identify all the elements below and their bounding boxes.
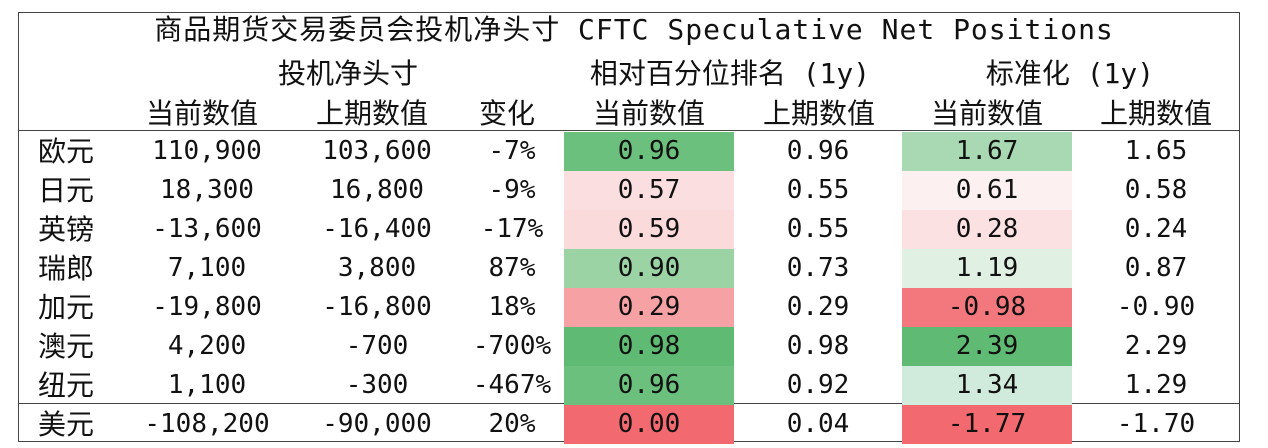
cell-pct-prev: 0.29 — [786, 292, 850, 322]
table-row: 日元 18,300 16,800 -9% 0.57 0.55 0.61 0.58 — [18, 171, 1240, 210]
cell-net-cur: 18,300 — [160, 175, 254, 205]
cell-z-prev: 0.24 — [1124, 214, 1188, 244]
cell-name: 英镑 — [38, 213, 95, 246]
cell-change: -7% — [488, 136, 536, 166]
cell-z-cur: 0.28 — [902, 210, 1072, 249]
cell-net-cur: 4,200 — [167, 331, 247, 361]
table-row: 欧元 110,900 103,600 -7% 0.96 0.96 1.67 1.65 — [18, 132, 1240, 171]
cell-pct-prev: 0.98 — [786, 331, 850, 361]
header-net-current: 当前数值 — [145, 97, 258, 130]
cell-z-prev: -0.90 — [1116, 292, 1196, 322]
table-row: 瑞郎 7,100 3,800 87% 0.90 0.73 1.19 0.87 — [18, 249, 1240, 288]
cell-pct-cur: 0.96 — [564, 366, 734, 405]
cell-z-cur: 0.61 — [902, 171, 1072, 210]
cell-z-cur: 2.39 — [902, 327, 1072, 366]
table-row: 美元 -108,200 -90,000 20% 0.00 0.04 -1.77 -1.70 — [18, 405, 1240, 444]
cell-name: 日元 — [38, 174, 95, 207]
header-z-current: 当前数值 — [930, 97, 1043, 130]
header-net-previous: 上期数值 — [315, 97, 428, 130]
cell-z-cur: 1.67 — [902, 132, 1072, 171]
header-change: 变化 — [478, 97, 535, 130]
cell-pct-prev: 0.04 — [786, 409, 850, 439]
cell-change: 18% — [488, 292, 536, 322]
table-row: 纽元 1,100 -300 -467% 0.96 0.92 1.34 1.29 — [18, 366, 1240, 405]
cell-net-cur: 1,100 — [167, 370, 247, 400]
cell-z-prev: -1.70 — [1116, 409, 1196, 439]
cell-change: -467% — [472, 370, 552, 400]
cell-pct-cur: 0.90 — [564, 249, 734, 288]
cell-pct-prev: 0.73 — [786, 253, 850, 283]
cell-net-prev: -700 — [345, 331, 409, 361]
header-divider — [18, 130, 1240, 131]
cell-net-prev: 103,600 — [322, 136, 432, 166]
cell-z-cur: -0.98 — [902, 288, 1072, 327]
cell-change: -9% — [488, 175, 536, 205]
cell-net-prev: 3,800 — [337, 253, 417, 283]
table-row: 澳元 4,200 -700 -700% 0.98 0.98 2.39 2.29 — [18, 327, 1240, 366]
header-pct-previous: 上期数值 — [762, 97, 875, 130]
cell-z-prev: 2.29 — [1124, 331, 1188, 361]
cell-name: 美元 — [38, 408, 95, 441]
cell-pct-cur: 0.57 — [564, 171, 734, 210]
cell-change: 87% — [488, 253, 536, 283]
cell-pct-prev: 0.92 — [786, 370, 850, 400]
group-header-percentile: 相对百分位排名 (1y) — [589, 57, 871, 90]
cell-pct-prev: 0.96 — [786, 136, 850, 166]
cell-z-prev: 0.87 — [1124, 253, 1188, 283]
cell-name: 瑞郎 — [38, 252, 95, 285]
cell-pct-cur: 0.29 — [564, 288, 734, 327]
cell-z-prev: 1.65 — [1124, 136, 1188, 166]
cell-net-prev: 16,800 — [330, 175, 424, 205]
cell-z-prev: 0.58 — [1124, 175, 1188, 205]
cell-z-cur: 1.34 — [902, 366, 1072, 405]
cell-net-cur: 110,900 — [152, 136, 262, 166]
cell-name: 纽元 — [38, 369, 95, 402]
header-pct-current: 当前数值 — [592, 97, 705, 130]
cell-name: 加元 — [38, 291, 95, 324]
cell-z-cur: 1.19 — [902, 249, 1072, 288]
cell-change: -700% — [472, 331, 552, 361]
group-header-net: 投机净头寸 — [277, 57, 418, 90]
cell-change: -17% — [480, 214, 544, 244]
cell-net-cur: 7,100 — [167, 253, 247, 283]
table-row: 英镑 -13,600 -16,400 -17% 0.59 0.55 0.28 0.24 — [18, 210, 1240, 249]
header-z-previous: 上期数值 — [1099, 97, 1212, 130]
group-header-zscore: 标准化 (1y) — [985, 57, 1155, 90]
cell-pct-cur: 0.98 — [564, 327, 734, 366]
cell-net-cur: -19,800 — [152, 292, 262, 322]
cell-pct-prev: 0.55 — [786, 175, 850, 205]
cell-pct-cur: 0.59 — [564, 210, 734, 249]
cell-net-cur: -108,200 — [144, 409, 270, 439]
cell-net-prev: -16,800 — [322, 292, 432, 322]
cell-net-prev: -16,400 — [322, 214, 432, 244]
cell-pct-cur: 0.96 — [564, 132, 734, 171]
cell-pct-prev: 0.55 — [786, 214, 850, 244]
cell-pct-cur: 0.00 — [564, 405, 734, 444]
cell-name: 欧元 — [38, 135, 95, 168]
table-row: 加元 -19,800 -16,800 18% 0.29 0.29 -0.98 -0.90 — [18, 288, 1240, 327]
cell-net-prev: -300 — [345, 370, 409, 400]
cell-net-cur: -13,600 — [152, 214, 262, 244]
cell-z-prev: 1.29 — [1124, 370, 1188, 400]
cell-net-prev: -90,000 — [322, 409, 432, 439]
table-title: 商品期货交易委员会投机净头寸 CFTC Speculative Net Posi… — [154, 13, 1114, 46]
cell-z-cur: -1.77 — [902, 405, 1072, 444]
cell-change: 20% — [488, 409, 536, 439]
cell-name: 澳元 — [38, 330, 95, 363]
